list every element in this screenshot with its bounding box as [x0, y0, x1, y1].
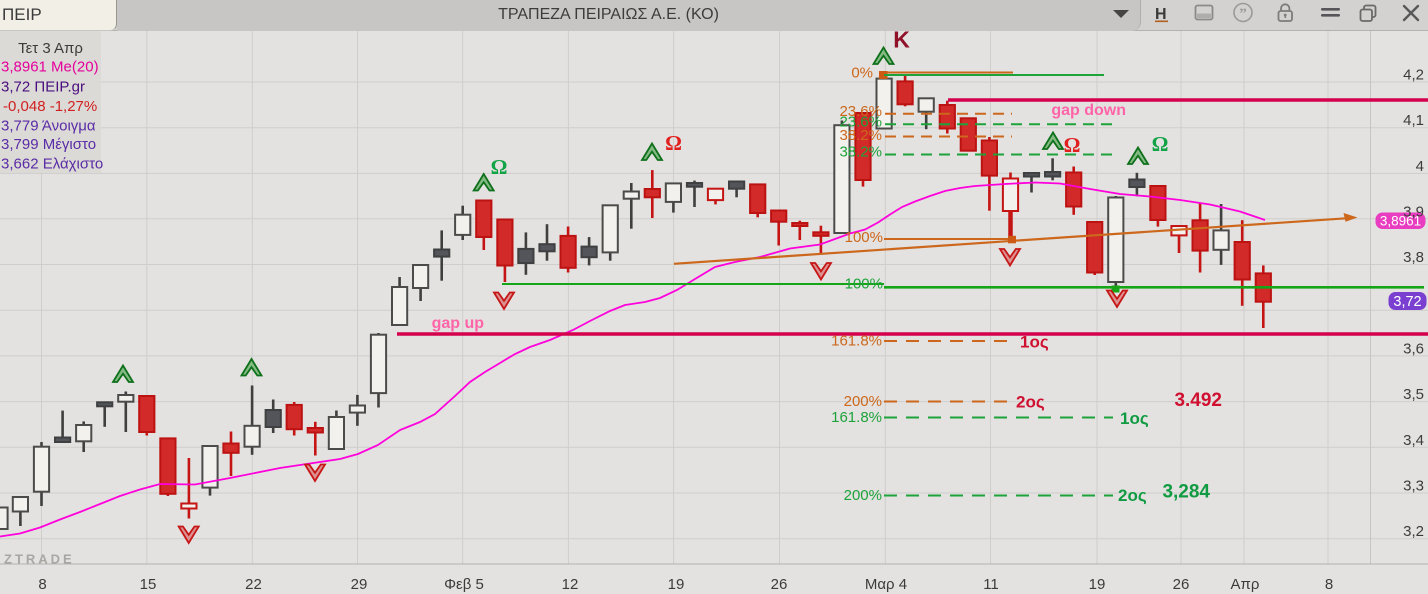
svg-text:26: 26	[1173, 576, 1190, 593]
svg-text:3,72 ΠΕΙΡ.gr: 3,72 ΠΕΙΡ.gr	[1, 79, 85, 96]
svg-text:gap up: gap up	[432, 315, 485, 332]
svg-text:100%: 100%	[845, 276, 883, 293]
svg-text:3,8: 3,8	[1403, 249, 1424, 266]
svg-text:H: H	[1155, 6, 1167, 23]
svg-text:Ω: Ω	[665, 131, 682, 155]
svg-text:3,779 Άνοιγμα: 3,779 Άνοιγμα	[1, 118, 96, 135]
svg-text:11: 11	[983, 576, 999, 593]
svg-text:8: 8	[38, 576, 46, 593]
svg-text:Ω: Ω	[1152, 132, 1169, 156]
svg-text:23.6%: 23.6%	[839, 103, 882, 120]
svg-text:gap down: gap down	[1051, 102, 1126, 119]
svg-text:12: 12	[562, 576, 579, 593]
svg-text:100%: 100%	[845, 229, 883, 246]
svg-text:3,799 Μέγιστο: 3,799 Μέγιστο	[1, 136, 96, 153]
svg-text:15: 15	[140, 576, 157, 593]
svg-text:”: ”	[1239, 6, 1247, 22]
svg-text:3,3: 3,3	[1403, 478, 1424, 495]
svg-text:29: 29	[351, 576, 368, 593]
svg-text:23.6%: 23.6%	[839, 114, 882, 131]
svg-text:4: 4	[1416, 158, 1424, 175]
svg-text:3,4: 3,4	[1403, 432, 1424, 449]
svg-text:4,2: 4,2	[1403, 67, 1424, 84]
svg-text:3,6: 3,6	[1403, 340, 1424, 357]
svg-text:19: 19	[668, 576, 685, 593]
svg-text:3,8961: 3,8961	[1380, 214, 1421, 229]
svg-text:3,72: 3,72	[1393, 294, 1421, 310]
svg-text:38.2%: 38.2%	[839, 127, 882, 144]
svg-text:Ω: Ω	[1064, 133, 1081, 157]
svg-text:4,1: 4,1	[1403, 112, 1424, 129]
svg-text:Μαρ 4: Μαρ 4	[865, 576, 907, 593]
svg-text:26: 26	[771, 576, 788, 593]
svg-text:Απρ: Απρ	[1231, 576, 1260, 593]
svg-text:161.8%: 161.8%	[831, 409, 882, 426]
svg-text:3,9: 3,9	[1403, 203, 1424, 220]
svg-text:19: 19	[1089, 576, 1106, 593]
svg-text:22: 22	[245, 576, 262, 593]
svg-text:ZTRADE: ZTRADE	[4, 552, 75, 567]
svg-text:2ος: 2ος	[1118, 486, 1147, 505]
svg-text:3,2: 3,2	[1403, 523, 1424, 540]
svg-text:38.2%: 38.2%	[839, 144, 882, 161]
svg-text:1ος: 1ος	[1020, 333, 1049, 352]
svg-text:2ος: 2ος	[1016, 393, 1045, 412]
svg-text:3,662 Ελάχιστο: 3,662 Ελάχιστο	[1, 156, 103, 173]
svg-text:1ος: 1ος	[1120, 409, 1149, 428]
svg-text:Τετ 3 Απρ: Τετ 3 Απρ	[18, 40, 83, 57]
svg-text:Φεβ 5: Φεβ 5	[444, 576, 484, 593]
svg-text:0%: 0%	[851, 65, 873, 82]
svg-text:-0,048 -1,27%: -0,048 -1,27%	[3, 98, 97, 115]
svg-text:3.492: 3.492	[1174, 390, 1222, 411]
svg-text:3,284: 3,284	[1162, 482, 1210, 503]
svg-text:Ω: Ω	[491, 155, 508, 179]
svg-text:161.8%: 161.8%	[831, 333, 882, 350]
svg-text:200%: 200%	[844, 393, 882, 410]
svg-text:200%: 200%	[844, 487, 882, 504]
svg-text:Κ: Κ	[893, 31, 910, 53]
svg-text:8: 8	[1325, 576, 1333, 593]
svg-text:3,8961 Me(20): 3,8961 Me(20)	[1, 59, 99, 76]
svg-text:3,5: 3,5	[1403, 386, 1424, 403]
